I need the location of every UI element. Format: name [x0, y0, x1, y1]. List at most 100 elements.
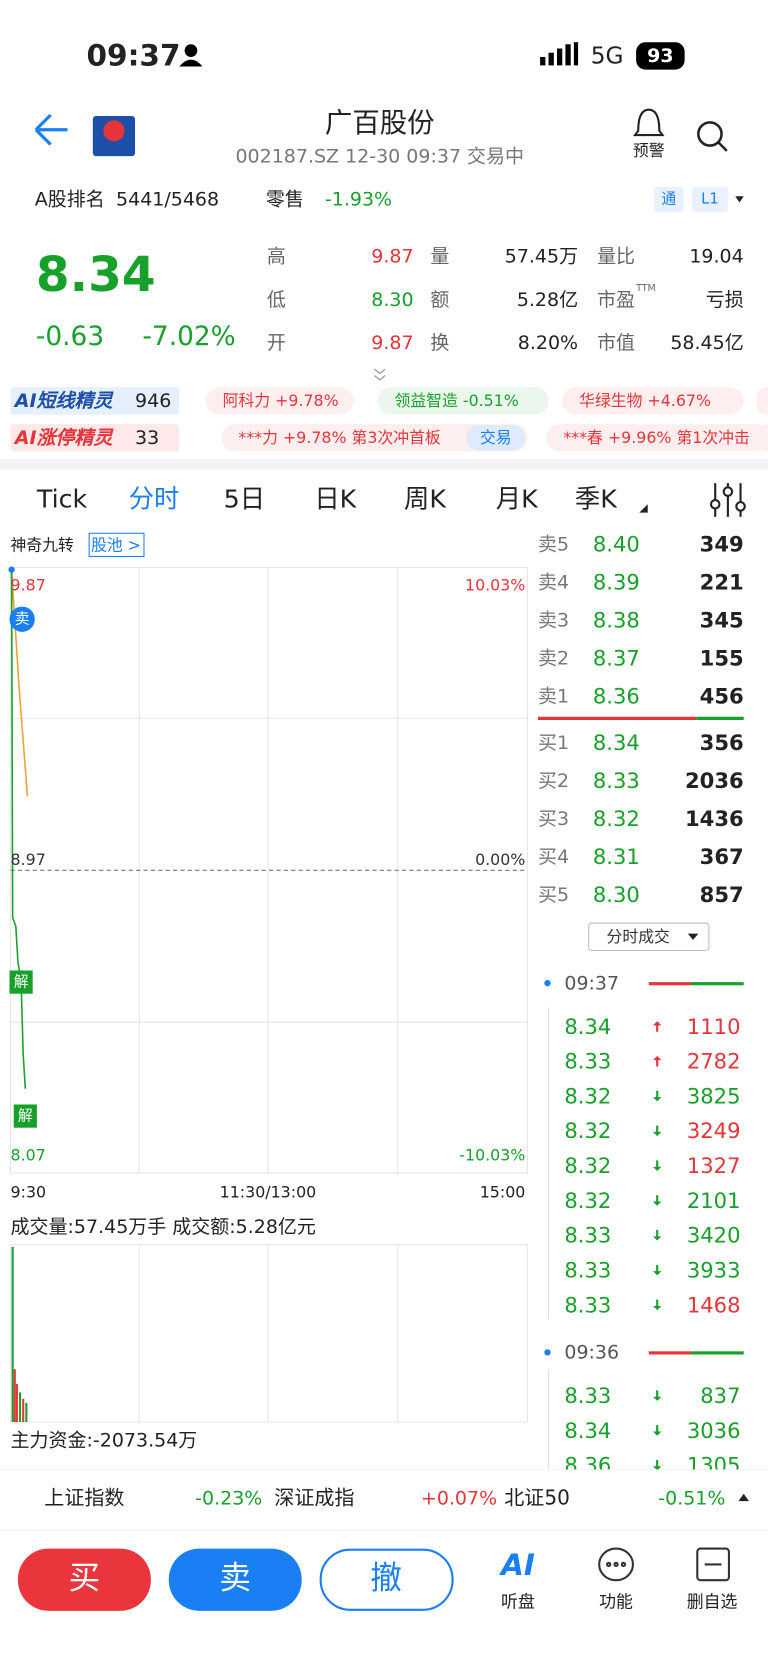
pool-link[interactable]: 股池 > [91, 535, 142, 555]
ai-item[interactable]: 华绿生物 +4.67% [579, 390, 712, 410]
ai-label-bg[interactable] [10, 424, 180, 452]
book-volume: 367 [699, 843, 744, 870]
expand-icon[interactable] [738, 1493, 749, 1502]
ai-pill[interactable] [205, 387, 354, 415]
ai-item[interactable]: ***春 +9.96% 第1次冲击 [563, 427, 750, 447]
buy-button[interactable] [17, 1548, 151, 1611]
book-volume: 857 [699, 881, 744, 908]
change-percent: -7.02% [142, 320, 236, 351]
tag[interactable]: 通 [661, 190, 677, 208]
trade-action[interactable]: 卖 [219, 1560, 252, 1598]
indicator-name: 神奇九转 [10, 535, 74, 555]
stat-label: 额 [430, 288, 450, 311]
chart-tab[interactable]: Tick [36, 484, 88, 514]
book-level: 卖5 [537, 533, 570, 556]
unlock-marker[interactable] [9, 970, 33, 994]
trade-volume: 3249 [686, 1118, 741, 1144]
chart-tab[interactable]: 分时 [128, 484, 180, 514]
ai-pill[interactable] [377, 387, 549, 415]
trade-price: 8.33 [564, 1257, 612, 1283]
chart-tab[interactable]: 季K [574, 484, 617, 514]
trade-price: 8.33 [564, 1222, 612, 1248]
ai-item[interactable]: 领益智造 -0.51% [394, 390, 519, 410]
sector-name[interactable]: 零售 [265, 188, 304, 211]
search-icon[interactable] [697, 121, 723, 147]
cancel-button[interactable] [319, 1548, 454, 1611]
nav-icon[interactable]: AI [501, 1547, 535, 1582]
trade-action[interactable]: 买 [68, 1560, 101, 1598]
dropdown-icon[interactable] [687, 933, 699, 940]
dropdown-icon[interactable] [735, 196, 744, 203]
person-icon [179, 59, 203, 67]
trade-action[interactable]: 撤 [370, 1560, 402, 1598]
signal-icon [540, 42, 579, 66]
nav-label[interactable]: 功能 [599, 1591, 633, 1612]
alert-button[interactable]: 预警 [632, 140, 665, 160]
trade-price: 8.33 [564, 1382, 612, 1409]
arrow-down [652, 1230, 662, 1241]
stat-value: 58.45亿 [670, 331, 744, 354]
index-name[interactable]: 上证指数 [44, 1485, 125, 1510]
ai-item[interactable]: 阿科力 +9.78% [222, 390, 339, 410]
watchlist-icon[interactable] [696, 1547, 730, 1582]
trade-bar-red [648, 1351, 691, 1355]
book-volume: 345 [699, 607, 744, 633]
ai-label[interactable]: AI短线精灵 [14, 389, 113, 412]
ai-item[interactable]: ***力 +9.78% 第3次冲首板 [238, 427, 441, 447]
index-name[interactable]: 深证成指 [274, 1485, 355, 1510]
ai-label-bg[interactable] [10, 387, 180, 415]
tag[interactable]: L1 [701, 190, 719, 208]
trade-button-box[interactable] [588, 922, 710, 951]
nav-label[interactable]: 听盘 [501, 1591, 535, 1612]
nav-label[interactable]: 删自选 [686, 1591, 738, 1612]
arrow-down [652, 1299, 662, 1311]
action-pill[interactable] [466, 425, 526, 451]
sell-button[interactable] [168, 1548, 302, 1611]
book-level: 买2 [537, 769, 570, 792]
bell-icon[interactable] [632, 108, 665, 137]
trade-time: 09:37 [564, 972, 620, 995]
stat-value: 8.30 [371, 288, 414, 311]
trade-price: 8.34 [564, 1417, 612, 1444]
tag-bg[interactable] [692, 186, 728, 213]
stat-label-sup: TTM [636, 283, 656, 294]
expand-icon[interactable] [374, 368, 386, 381]
trade-time: 09:36 [564, 1341, 620, 1364]
index-name[interactable]: 北证50 [504, 1485, 570, 1510]
sell-marker-text[interactable]: 卖 [14, 610, 30, 628]
stat-label: 开 [266, 331, 286, 354]
ai-pill[interactable] [756, 387, 768, 415]
price-axis-label: 8.97 [10, 849, 46, 869]
unlock-marker-text[interactable]: 解 [17, 1107, 33, 1125]
book-level: 买1 [537, 731, 570, 754]
ai-pill[interactable] [546, 424, 768, 452]
search-icon[interactable] [717, 141, 728, 152]
ai-pill[interactable] [756, 424, 768, 452]
unlock-marker[interactable] [13, 1104, 37, 1128]
settings-icon[interactable] [709, 483, 746, 517]
book-price: 8.31 [592, 843, 640, 870]
tag-bg[interactable] [654, 186, 684, 213]
chart-tab[interactable]: 周K [404, 484, 446, 514]
pool-box[interactable] [88, 532, 145, 557]
pct-axis-label: 0.00% [475, 849, 526, 869]
trade-button[interactable]: 分时成交 [606, 926, 670, 946]
unlock-marker-text[interactable]: 解 [13, 973, 29, 991]
sell-marker[interactable] [9, 606, 35, 632]
chart-tab[interactable]: 日K [314, 484, 357, 514]
chart-tab[interactable]: 5日 [223, 484, 266, 514]
trade-volume: 1327 [686, 1153, 741, 1179]
time-dot [544, 980, 551, 987]
arrow-down [652, 1459, 662, 1471]
ai-pill[interactable] [562, 387, 744, 415]
action-button[interactable]: 交易 [479, 427, 512, 447]
chart-tab[interactable]: 月K [495, 484, 538, 514]
function-icon[interactable] [598, 1547, 634, 1582]
pct-axis-label: 10.03% [464, 575, 526, 595]
average-line [10, 570, 29, 797]
trade-price: 8.34 [564, 1013, 612, 1040]
ai-label[interactable]: AI涨停精灵 [14, 426, 113, 449]
back-icon[interactable] [34, 113, 68, 146]
index-change: +0.07% [420, 1486, 498, 1510]
